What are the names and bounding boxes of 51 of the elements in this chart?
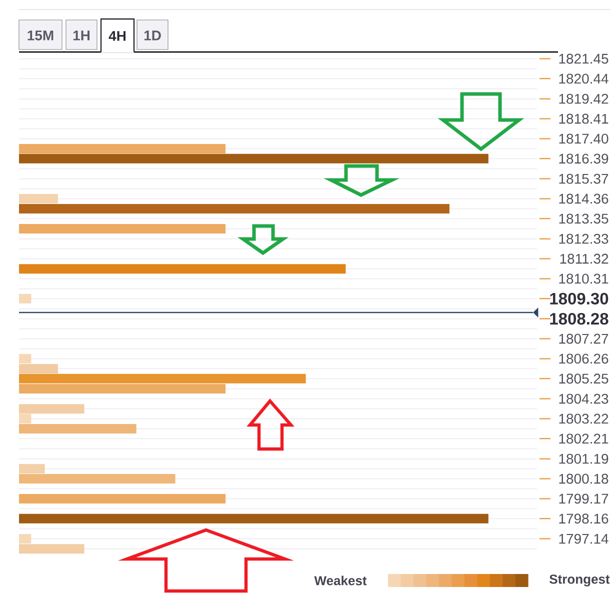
y-tick-label: 1797.14 [559,534,608,544]
y-tick-label: 1811.32 [560,254,608,264]
y-tick-label: 1815.37 [559,174,608,184]
bar [19,354,32,364]
bar [19,404,84,414]
y-tick-label: 1801.19 [559,454,608,464]
text: Strongest [550,574,610,586]
y-tick-label: 1798.16 [559,514,608,524]
y-tick-label: 1806.26 [559,354,608,364]
y-tick-label: 1818.41 [559,114,608,124]
y-tick-label: 1802.21 [559,434,608,444]
bar [19,374,306,384]
bar [19,154,488,164]
y-tick-label: 1819.42 [559,94,608,104]
bar [19,424,136,434]
y-tick-label: 1804.23 [559,394,608,404]
text: 1D [144,30,161,40]
y-tick-label: 1812.33 [559,234,608,244]
bar [19,534,32,544]
y-tick-label: 1817.40 [559,134,608,144]
y-tick-label: 1805.25 [559,374,608,384]
bar [19,294,32,304]
y-tick-label: 1810.31 [559,274,608,284]
y-tick-label: 1814.36 [559,194,608,204]
y-tick-label: 1816.39 [559,154,608,164]
y-tick-label: 1799.17 [559,494,608,504]
bar [19,194,58,204]
bar [19,204,450,214]
bar [19,364,58,374]
y-tick-label: 1821.45 [559,54,608,64]
y-tick-label: 1800.18 [559,474,608,484]
text: Weakest [314,576,367,586]
bar [19,414,32,424]
y-tick-label: 1807.27 [559,334,608,344]
bar [19,144,226,154]
y-tick-label: 1813.35 [559,214,608,224]
y-tick-label: 1820.44 [559,74,608,84]
bar [19,264,346,274]
y-tick-label: 1809.30 [550,292,608,305]
y-tick-label: 1803.22 [559,414,608,424]
bar [19,474,176,484]
text: 4H [108,31,126,41]
y-tick-label: 1808.28 [550,312,608,325]
bar [19,224,226,234]
text: 1H [73,30,90,40]
bar [19,544,84,554]
bar [19,514,488,524]
bar [19,464,45,474]
bar [19,384,226,394]
text: 15M [28,30,54,40]
bar [19,494,226,504]
